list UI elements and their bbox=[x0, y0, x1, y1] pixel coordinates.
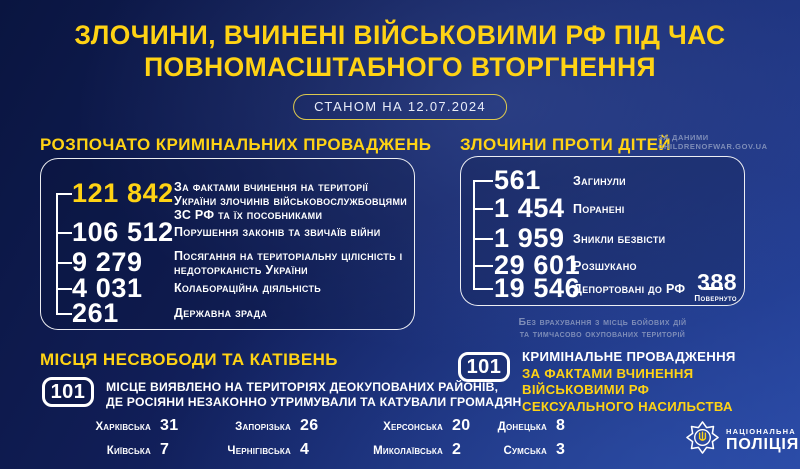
stat-value: 121 842 bbox=[72, 178, 174, 208]
region-value: 7 bbox=[160, 441, 170, 458]
stat-label: Зникли безвісти bbox=[573, 232, 666, 246]
bracket-tick bbox=[56, 288, 72, 290]
bracket-tick bbox=[473, 208, 493, 210]
police-logo-text: НАЦІОНАЛЬНА ПОЛІЦІЯ bbox=[726, 427, 799, 453]
region-name: Сумська bbox=[503, 445, 547, 457]
police-star-icon bbox=[686, 421, 719, 459]
region-name: Чернігівська bbox=[227, 445, 291, 457]
region-value: 31 bbox=[160, 417, 179, 434]
bracket-tick bbox=[56, 193, 72, 195]
captivity-count-badge: 101 bbox=[42, 377, 94, 407]
proceedings-box: 121 842 За фактами вчинення на території… bbox=[40, 158, 415, 330]
children-box: 561 Загинули 1 454 Поранені 1 959 Зникли… bbox=[460, 156, 745, 306]
bracket-line bbox=[56, 193, 58, 314]
children-data-source: ЗА ДАНИМИ CHILDRENOFWAR.GOV.UA bbox=[658, 133, 768, 151]
bracket-tick bbox=[56, 232, 72, 234]
stat-label: Депортовані до РФ bbox=[573, 282, 686, 296]
stat-value: 9 279 bbox=[72, 247, 143, 277]
captivity-regions-grid: Харківська 31 Запорізька 26 Херсонська 2… bbox=[44, 417, 592, 459]
national-police-logo: НАЦІОНАЛЬНА ПОЛІЦІЯ bbox=[686, 421, 799, 459]
bracket-tick bbox=[56, 313, 72, 315]
sexual-violence-count-badge: 101 bbox=[458, 352, 510, 382]
stat-value: 1 959 bbox=[494, 223, 565, 253]
region-name: Київська bbox=[106, 445, 151, 457]
sv-line-white: КРИМІНАЛЬНЕ ПРОВАДЖЕННЯ bbox=[522, 349, 736, 364]
stat-value: 29 601 bbox=[494, 250, 581, 280]
stat-value: 561 bbox=[494, 165, 541, 195]
region-value: 26 bbox=[300, 417, 319, 434]
stat-value: 4 031 bbox=[72, 273, 143, 303]
region-name: Харківська bbox=[95, 421, 151, 433]
bracket-tick bbox=[473, 265, 493, 267]
stat-label: Колабораційна діяльність bbox=[174, 281, 322, 295]
region-stat: Київська 7 bbox=[44, 441, 190, 459]
region-value: 2 bbox=[452, 441, 462, 458]
connector-dash bbox=[704, 287, 723, 290]
page-title-line2: ПОВНОМАСШТАБНОГО ВТОРГНЕННЯ bbox=[144, 52, 656, 82]
children-section-title: ЗЛОЧИНИ ПРОТИ ДІТЕЙ bbox=[460, 135, 672, 154]
region-name: Миколаївська bbox=[373, 445, 443, 457]
stat-value: 388 bbox=[697, 269, 737, 295]
stat-label: Розшукано bbox=[573, 259, 637, 273]
captivity-section-title: МІСЦЯ НЕСВОБОДИ ТА КАТІВЕНЬ bbox=[40, 350, 338, 369]
stat-value: 261 bbox=[72, 298, 119, 328]
police-logo-line1: НАЦІОНАЛЬНА bbox=[726, 427, 796, 436]
bracket-tick bbox=[473, 238, 493, 240]
region-stat: Миколаївська 2 bbox=[330, 441, 482, 459]
stat-label: Загинули bbox=[573, 174, 626, 188]
stat-value: 1 454 bbox=[494, 193, 565, 223]
police-logo-line2: ПОЛІЦІЯ bbox=[726, 436, 800, 453]
region-name: Донецька bbox=[497, 421, 547, 433]
stat-label: Порушення законів та звичаїв війни bbox=[174, 225, 381, 239]
sv-line-yellow: СЕКСУАЛЬНОГО НАСИЛЬСТВА bbox=[522, 398, 733, 414]
region-name: Запорізька bbox=[235, 421, 291, 433]
sv-line-yellow: ЗА ФАКТАМИ ВЧИНЕННЯ bbox=[522, 365, 694, 381]
region-stat: Донецька 8 bbox=[482, 417, 586, 435]
region-value: 20 bbox=[452, 417, 471, 434]
region-stat: Херсонська 20 bbox=[330, 417, 482, 435]
bracket-tick bbox=[473, 180, 493, 182]
stat-label: За фактами вчинення на території України… bbox=[174, 180, 408, 222]
bracket-line bbox=[473, 180, 475, 288]
page-title: ЗЛОЧИНИ, ВЧИНЕНІ ВІЙСЬКОВИМИ РФ ПІД ЧАС … bbox=[0, 19, 800, 83]
stat-value: 19 546 bbox=[494, 273, 581, 303]
page-title-line1: ЗЛОЧИНИ, ВЧИНЕНІ ВІЙСЬКОВИМИ РФ ПІД ЧАС bbox=[74, 20, 726, 50]
region-value: 3 bbox=[556, 441, 566, 458]
proceedings-section-title: РОЗПОЧАТО КРИМІНАЛЬНИХ ПРОВАДЖЕНЬ bbox=[40, 135, 432, 154]
sv-line-yellow: ВІЙСЬКОВИМИ РФ bbox=[522, 382, 650, 397]
returned-children-stat: 388 Повернуто bbox=[694, 269, 737, 304]
region-name: Херсонська bbox=[383, 421, 443, 433]
as-of-date-badge: СТАНОМ НА 12.07.2024 bbox=[293, 94, 507, 120]
region-value: 8 bbox=[556, 417, 566, 434]
stat-label: Державна зрада bbox=[174, 306, 268, 320]
bracket-tick bbox=[56, 262, 72, 264]
stat-label: Повернуто bbox=[694, 294, 737, 303]
region-value: 4 bbox=[300, 441, 310, 458]
stat-label: Поранені bbox=[573, 202, 625, 216]
sexual-violence-description: КРИМІНАЛЬНЕ ПРОВАДЖЕННЯ ЗА ФАКТАМИ ВЧИНЕ… bbox=[522, 349, 736, 415]
captivity-description: МІСЦЕ ВИЯВЛЕНО НА ТЕРИТОРІЯХ ДЕОКУПОВАНИ… bbox=[106, 380, 522, 409]
bracket-tick bbox=[473, 288, 493, 290]
region-stat: Харківська 31 bbox=[44, 417, 190, 435]
children-footnote: Без врахування з місць бойових дій та ти… bbox=[518, 316, 687, 340]
region-stat: Чернігівська 4 bbox=[190, 441, 330, 459]
region-stat: Запорізька 26 bbox=[190, 417, 330, 435]
stat-label: Посягання на територіальну цілісність і … bbox=[174, 249, 403, 277]
region-stat: Сумська 3 bbox=[482, 441, 586, 459]
stat-value: 106 512 bbox=[72, 217, 174, 247]
